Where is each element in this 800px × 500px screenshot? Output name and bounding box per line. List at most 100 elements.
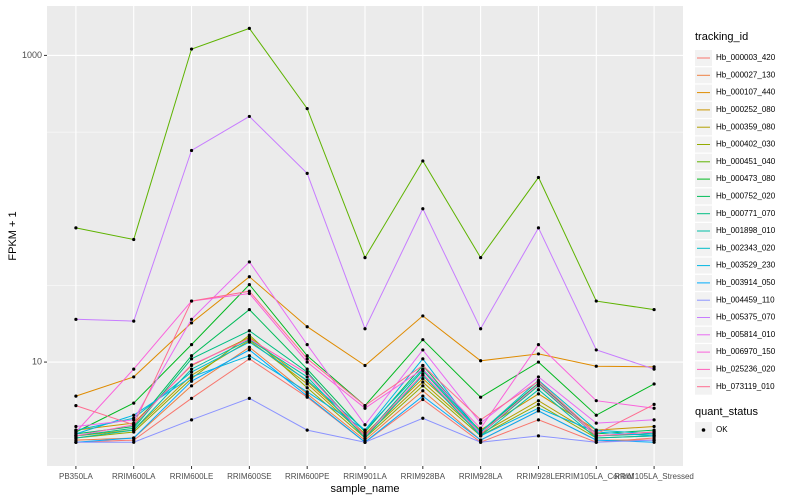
legend-item-label: Hb_000402_030 — [716, 140, 776, 149]
data-point — [74, 434, 78, 438]
legend-title: quant_status — [695, 406, 758, 418]
data-point — [189, 148, 194, 153]
legend-item-label: Hb_005814_010 — [716, 330, 776, 339]
x-tick-label: RRIM928LE — [517, 472, 561, 481]
data-point — [536, 388, 541, 392]
data-point — [247, 348, 251, 352]
data-point — [305, 357, 309, 361]
data-point — [652, 438, 656, 442]
legend-item-label: Hb_001898_010 — [716, 226, 776, 235]
data-point — [189, 354, 194, 358]
data-point — [74, 404, 78, 408]
data-point — [421, 394, 425, 398]
data-point — [421, 397, 425, 402]
data-point — [652, 434, 656, 438]
data-point — [305, 428, 309, 432]
data-point — [189, 379, 194, 383]
data-point — [652, 402, 656, 406]
legend-quant-status: quant_status OK — [695, 406, 758, 438]
legend-item-label: Hb_005375_070 — [716, 313, 776, 322]
legend-item-label: Hb_000752_020 — [716, 192, 776, 201]
data-point — [132, 413, 136, 417]
data-point — [247, 329, 251, 333]
y-axis-ticks: 10 1000 — [22, 50, 47, 366]
data-point — [421, 389, 425, 393]
legend-item-label: Hb_000003_420 — [716, 53, 776, 62]
legend-item-label: Hb_006970_150 — [716, 347, 776, 356]
data-point — [421, 207, 425, 211]
data-point — [305, 386, 309, 390]
data-point — [189, 370, 194, 374]
data-point — [363, 440, 367, 444]
data-point — [247, 396, 251, 400]
data-point — [305, 390, 309, 394]
legend-item-label: Hb_073119_010 — [716, 382, 775, 391]
legend-key-point — [701, 428, 706, 432]
data-point — [74, 226, 78, 230]
data-point — [189, 47, 194, 51]
data-point — [305, 367, 309, 371]
data-point — [536, 175, 541, 180]
data-point — [247, 354, 251, 358]
legend-item-label: Hb_002343_020 — [716, 243, 776, 252]
data-point — [536, 226, 541, 230]
data-point — [594, 432, 598, 436]
x-tick-label: RRIM928BA — [401, 472, 446, 481]
data-point — [132, 401, 136, 405]
x-tick-label: RRIM600LE — [170, 472, 214, 481]
data-point — [479, 359, 483, 363]
data-point — [305, 171, 309, 176]
x-tick-label: RRIM600LA — [112, 472, 156, 481]
legend-title: tracking_id — [695, 31, 748, 43]
data-point — [594, 421, 598, 425]
data-point — [536, 399, 541, 403]
data-point — [247, 114, 251, 119]
x-axis-title: sample_name — [330, 483, 399, 495]
legend-item-label: Hb_000473_080 — [716, 174, 776, 183]
data-point — [652, 430, 656, 434]
data-point — [536, 392, 541, 396]
data-point — [363, 327, 367, 331]
legend-item-label: OK — [716, 425, 728, 434]
y-tick-label: 1000 — [22, 50, 42, 60]
data-point — [536, 409, 541, 413]
data-point — [536, 382, 541, 386]
data-point — [421, 372, 425, 376]
data-point — [189, 343, 194, 347]
data-point — [132, 440, 136, 444]
data-point — [305, 360, 309, 364]
y-tick-label: 10 — [32, 356, 42, 366]
legend-item-label: Hb_000771_070 — [716, 209, 776, 218]
data-point — [247, 275, 251, 279]
data-point — [132, 428, 136, 432]
data-point — [305, 378, 309, 382]
data-point — [652, 307, 656, 312]
legend-item-label: Hb_004459_110 — [716, 295, 775, 304]
data-point — [247, 260, 251, 264]
data-point — [74, 424, 78, 429]
data-point — [421, 357, 425, 361]
data-point — [189, 384, 194, 388]
data-point — [247, 357, 251, 361]
x-axis-ticks: PB350LA RRIM600LA RRIM600LE RRIM600SE RRIM60… — [59, 466, 694, 481]
x-tick-label: RRIM105LA_Control — [559, 472, 633, 481]
x-tick-label: PB350LA — [59, 472, 93, 481]
data-point — [247, 345, 251, 349]
y-axis-title: FPKM + 1 — [7, 211, 19, 260]
legend-item-label: Hb_000027_130 — [716, 70, 776, 79]
data-point — [363, 256, 367, 260]
data-point — [479, 395, 483, 399]
legend-item-label: Hb_000451_040 — [716, 157, 776, 166]
data-point — [652, 424, 656, 429]
data-point — [189, 317, 194, 321]
data-point — [132, 418, 136, 422]
data-point — [594, 399, 598, 403]
data-point — [479, 421, 483, 425]
data-point — [247, 337, 251, 341]
data-point — [305, 394, 309, 398]
data-point — [189, 357, 194, 361]
data-point — [132, 436, 136, 440]
data-point — [479, 432, 483, 436]
data-point — [479, 440, 483, 444]
data-point — [189, 418, 194, 422]
